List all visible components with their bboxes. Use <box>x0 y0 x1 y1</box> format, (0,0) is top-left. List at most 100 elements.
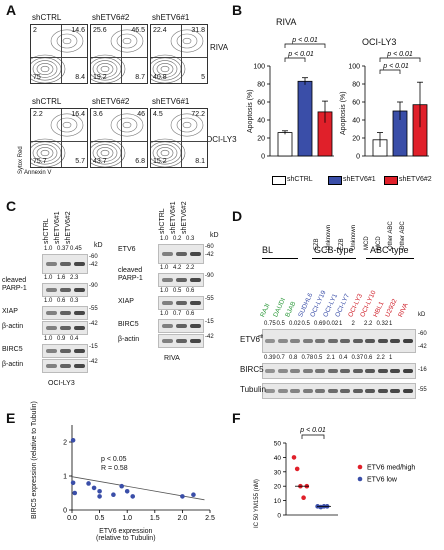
blot-strip <box>262 383 416 399</box>
stat-p: p < 0.05 <box>101 456 127 463</box>
lane-label: shCTRL <box>43 218 50 244</box>
etv6-quant: 1 <box>339 321 343 327</box>
blot-strip <box>42 283 88 297</box>
band <box>352 369 363 373</box>
lane-label: shETV6#2 <box>65 211 72 244</box>
band <box>190 278 201 282</box>
cell-line-label: HBL1 <box>371 300 385 319</box>
etv6-quant: 0.69 <box>314 321 326 327</box>
band <box>290 389 300 393</box>
panel-letter-e: E <box>6 410 16 426</box>
band <box>302 369 313 373</box>
band <box>390 389 400 393</box>
gate-line-v <box>121 25 123 83</box>
legend-label: ETV6 low <box>367 477 398 484</box>
band <box>290 339 300 343</box>
y-tick-label: 0 <box>356 154 360 161</box>
contour-ring <box>160 65 170 73</box>
birc5-quant: 0.5 <box>314 355 323 361</box>
contour-ring <box>36 63 54 75</box>
flow-plot: 2.2 16.4 75.7 5.7 <box>30 108 88 168</box>
quant-value: 0.5 <box>173 288 182 294</box>
data-point <box>191 492 196 497</box>
cell-line-label: BJAB <box>284 300 298 319</box>
band <box>265 369 275 373</box>
row-label: cleaved PARP-1 <box>2 277 27 292</box>
blot-strip <box>158 273 204 287</box>
blot-strip <box>42 306 88 320</box>
birc5-quant: 1 <box>389 355 393 361</box>
x-axis-label: Annexin V <box>24 170 52 176</box>
quant-value: 0.3 <box>70 298 79 304</box>
birc5-quant: 0.7 <box>276 355 285 361</box>
quadrant-ll: 40.8 <box>153 74 167 81</box>
x-tick-label: 2.5 <box>205 515 215 522</box>
row-label: ETV6 <box>240 335 261 344</box>
data-point <box>294 466 300 472</box>
band <box>340 369 350 373</box>
band <box>402 369 413 373</box>
y-tick-label: 20 <box>257 136 265 143</box>
y-tick-label: 60 <box>352 100 360 107</box>
band <box>60 288 71 292</box>
quant-value: 0.9 <box>57 336 66 342</box>
contour-ring <box>32 144 58 162</box>
blot-strip <box>42 344 88 358</box>
y-tick-label: 0 <box>261 154 265 161</box>
quant-value: 1.0 <box>160 265 169 271</box>
band <box>74 364 85 368</box>
kd-marker: -42 <box>89 262 98 268</box>
lane-label: shETV6#2 <box>181 201 188 234</box>
band <box>352 389 363 393</box>
contour-ring <box>160 149 170 157</box>
band <box>290 369 300 373</box>
contour-ring <box>182 121 192 129</box>
sig-label: p < 0.01 <box>382 63 409 70</box>
kd-marker: -60 <box>205 244 214 250</box>
flow-plot: 25.6 46.5 19.2 8.7 <box>90 24 148 84</box>
group-divider <box>262 258 298 259</box>
etv6-quant: 2.2 <box>364 321 373 327</box>
panel-letter-d: D <box>232 208 243 224</box>
band <box>74 326 85 330</box>
quadrant-ur: 16.4 <box>71 111 85 118</box>
band <box>46 262 57 266</box>
contour-ring <box>176 117 198 133</box>
sig-bracket <box>379 57 421 62</box>
contour-ring <box>122 121 132 129</box>
legend-label: shETV6#2 <box>399 176 432 183</box>
band <box>60 311 71 315</box>
data-point <box>111 492 116 497</box>
contour-ring <box>156 63 174 75</box>
gate-line-h <box>31 140 87 142</box>
cell-line-label: RIVA <box>164 355 180 362</box>
contour-ring <box>56 117 78 133</box>
band <box>162 301 173 305</box>
quant-value: 0.6 <box>57 298 66 304</box>
lane-label: shETV6#1 <box>170 201 177 234</box>
quadrant-ul: 25.6 <box>93 27 107 34</box>
band <box>74 311 85 315</box>
contour-ring <box>31 54 66 83</box>
quadrant-ur: 46.5 <box>131 27 145 34</box>
quant-value: 1.6 <box>57 275 66 281</box>
row-label-riva: RIVA <box>210 43 229 52</box>
quadrant-ur: 31.8 <box>191 27 205 34</box>
band <box>327 389 338 393</box>
band <box>60 349 71 353</box>
quadrant-ul: 2 <box>33 27 37 34</box>
kd-marker: -42 <box>89 321 98 327</box>
kd-marker: -42 <box>418 344 427 350</box>
y-tick-label: 80 <box>352 82 360 89</box>
etv6-quant: 0.75 <box>264 321 276 327</box>
band <box>390 339 400 343</box>
kd-marker: -42 <box>205 334 214 340</box>
contour-ring <box>110 29 144 53</box>
subtype-label: Unknown <box>326 224 332 250</box>
legend-swatch <box>272 176 286 185</box>
y-tick-label: 40 <box>257 118 265 125</box>
contour-ring <box>116 117 138 133</box>
quadrant-ll: 15.2 <box>153 158 167 165</box>
band <box>377 369 388 373</box>
contour-ring <box>56 33 78 49</box>
